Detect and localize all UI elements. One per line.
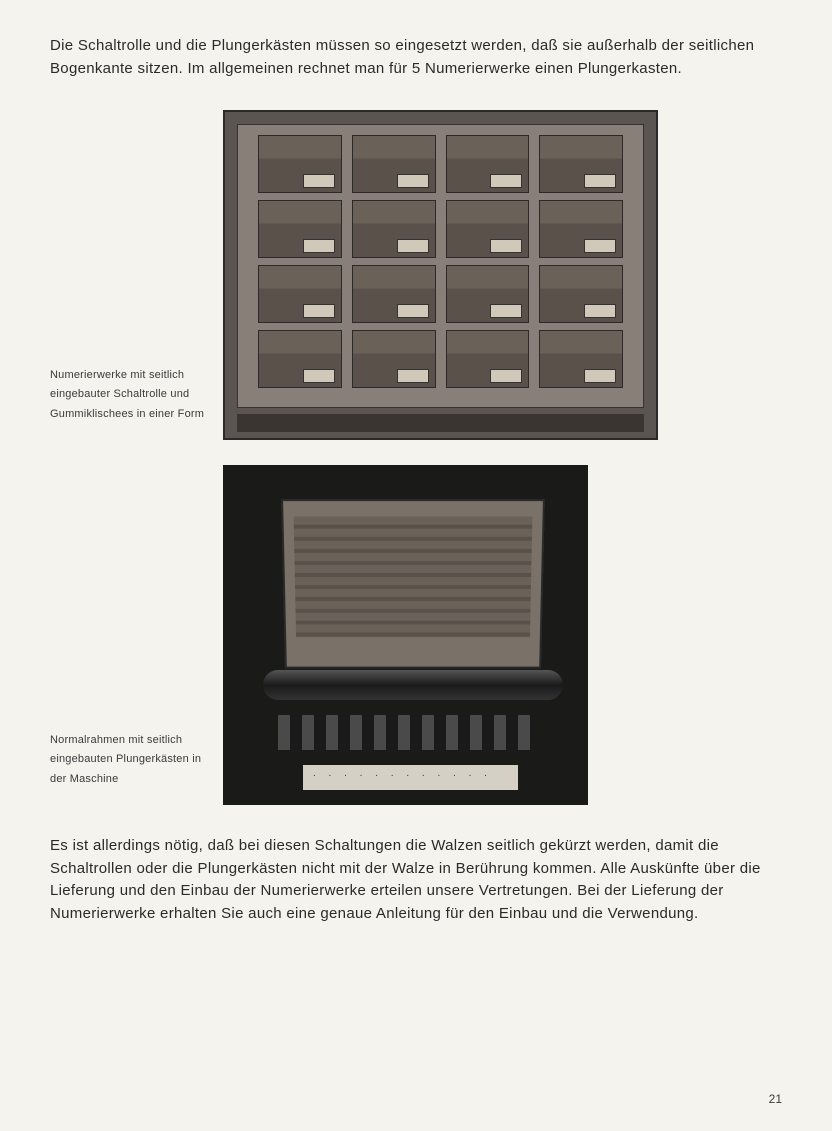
grid-cell <box>539 135 623 193</box>
grid-cell <box>258 265 342 323</box>
grid-cell <box>539 200 623 258</box>
grid-cell <box>258 330 342 388</box>
grid-row <box>258 200 623 258</box>
intro-paragraph: Die Schaltrolle und die Plungerkästen mü… <box>50 35 782 80</box>
grid-cell <box>352 265 436 323</box>
image-2-strip <box>303 765 518 790</box>
caption-2: Normalrahmen mit seitlich eingebauten Pl… <box>50 731 205 805</box>
outro-paragraph: Es ist allerdings nötig, daß bei diesen … <box>50 835 782 925</box>
document-page: Die Schaltrolle und die Plungerkästen mü… <box>0 0 832 1131</box>
figure-image-1 <box>223 110 658 440</box>
grid-cell <box>258 200 342 258</box>
figure-image-2 <box>223 465 588 805</box>
grid-cell <box>446 330 530 388</box>
caption-1: Numerierwerke mit seitlich eingebauter S… <box>50 366 205 440</box>
grid-row <box>258 265 623 323</box>
grid-row <box>258 135 623 193</box>
image-2-roller <box>263 670 563 700</box>
grid-cell <box>352 330 436 388</box>
page-number: 21 <box>769 1092 782 1106</box>
grid-cell <box>258 135 342 193</box>
frame-lines <box>294 516 533 637</box>
grid-cell <box>352 135 436 193</box>
grid-cell <box>539 330 623 388</box>
figure-block-1: Numerierwerke mit seitlich eingebauter S… <box>50 110 782 440</box>
grid-row <box>258 330 623 388</box>
image-1-frame <box>237 124 644 408</box>
figure-block-2: Normalrahmen mit seitlich eingebauten Pl… <box>50 465 782 805</box>
image-2-gears <box>278 715 538 750</box>
grid-cell <box>539 265 623 323</box>
image-2-frame <box>281 499 545 668</box>
grid-cell <box>446 135 530 193</box>
image-1-base <box>237 414 644 432</box>
grid-cell <box>446 265 530 323</box>
grid-cell <box>352 200 436 258</box>
grid-cell <box>446 200 530 258</box>
